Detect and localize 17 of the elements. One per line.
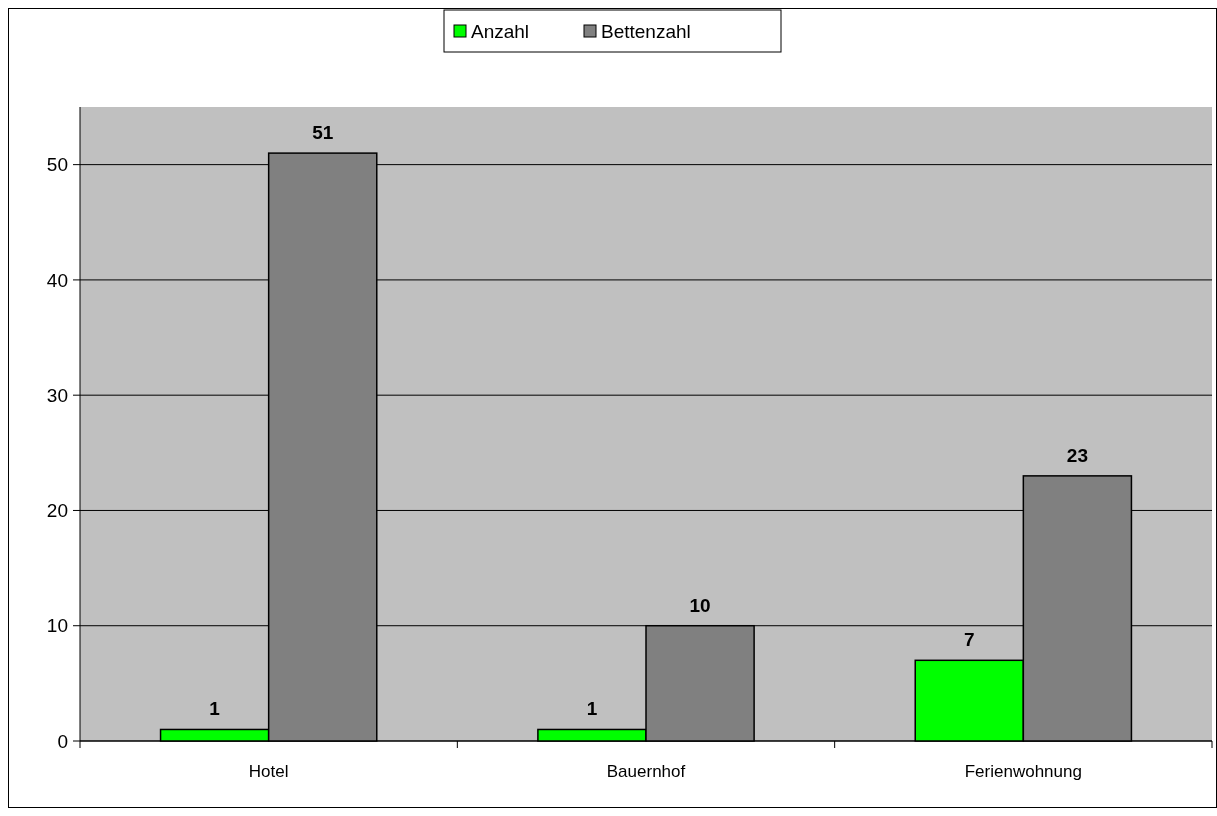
data-label: 51: [312, 122, 334, 144]
x-tick-label: Ferienwohnung: [964, 762, 1082, 781]
x-tick-label: Hotel: [248, 762, 289, 781]
data-label: 10: [689, 594, 711, 616]
data-label: 1: [586, 698, 598, 720]
y-tick-label: 50: [46, 154, 68, 176]
y-tick-label: 10: [46, 615, 68, 637]
y-tick-label: 40: [46, 269, 68, 291]
legend-label: Bettenzahl: [601, 20, 691, 42]
data-label: 1: [209, 698, 221, 720]
y-tick-label: 0: [57, 730, 68, 752]
x-tick-label: Bauernhof: [606, 762, 686, 781]
y-tick-label: 20: [46, 500, 68, 522]
data-label: 7: [963, 629, 975, 651]
legend-label: Anzahl: [471, 20, 530, 42]
y-tick-label: 30: [46, 384, 68, 406]
data-label: 23: [1066, 444, 1088, 466]
